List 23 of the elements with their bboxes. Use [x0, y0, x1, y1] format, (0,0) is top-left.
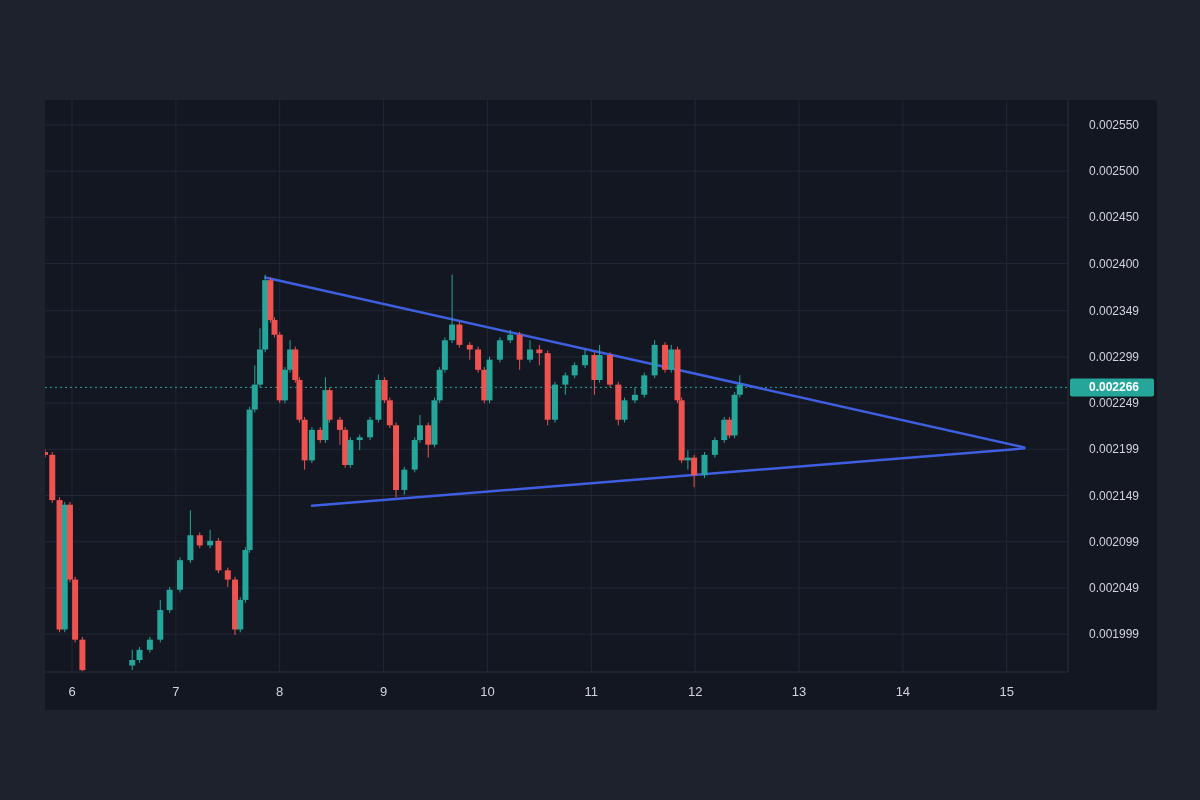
y-tick-label: 0.002450 — [1088, 210, 1140, 225]
x-tick-label: 10 — [480, 684, 495, 699]
y-tick-label: 0.002500 — [1088, 164, 1140, 179]
y-tick-label: 0.002249 — [1088, 396, 1140, 411]
ref-line-label: 0.002266 — [1088, 380, 1140, 395]
y-tick-label: 0.002099 — [1088, 534, 1140, 549]
y-tick-label: 0.002550 — [1088, 117, 1140, 132]
x-tick-label: 12 — [687, 684, 703, 699]
y-tick-label: 0.001999 — [1088, 627, 1140, 642]
y-tick-label: 0.002400 — [1088, 256, 1140, 271]
y-tick-label: 0.002199 — [1088, 442, 1140, 457]
x-tick-label: 8 — [276, 684, 284, 699]
x-tick-label: 11 — [584, 684, 599, 699]
y-tick-label: 0.002349 — [1088, 303, 1140, 318]
x-tick-label: 6 — [68, 684, 76, 699]
y-tick-label: 0.002049 — [1088, 580, 1140, 595]
y-tick-label: 0.002299 — [1088, 349, 1140, 364]
x-tick-label: 15 — [999, 684, 1014, 699]
x-tick-label: 9 — [379, 684, 388, 699]
x-tick-label: 13 — [791, 684, 807, 699]
y-tick-label: 0.002149 — [1088, 488, 1140, 503]
x-tick-label: 7 — [172, 684, 180, 699]
x-tick-label: 14 — [895, 684, 911, 699]
